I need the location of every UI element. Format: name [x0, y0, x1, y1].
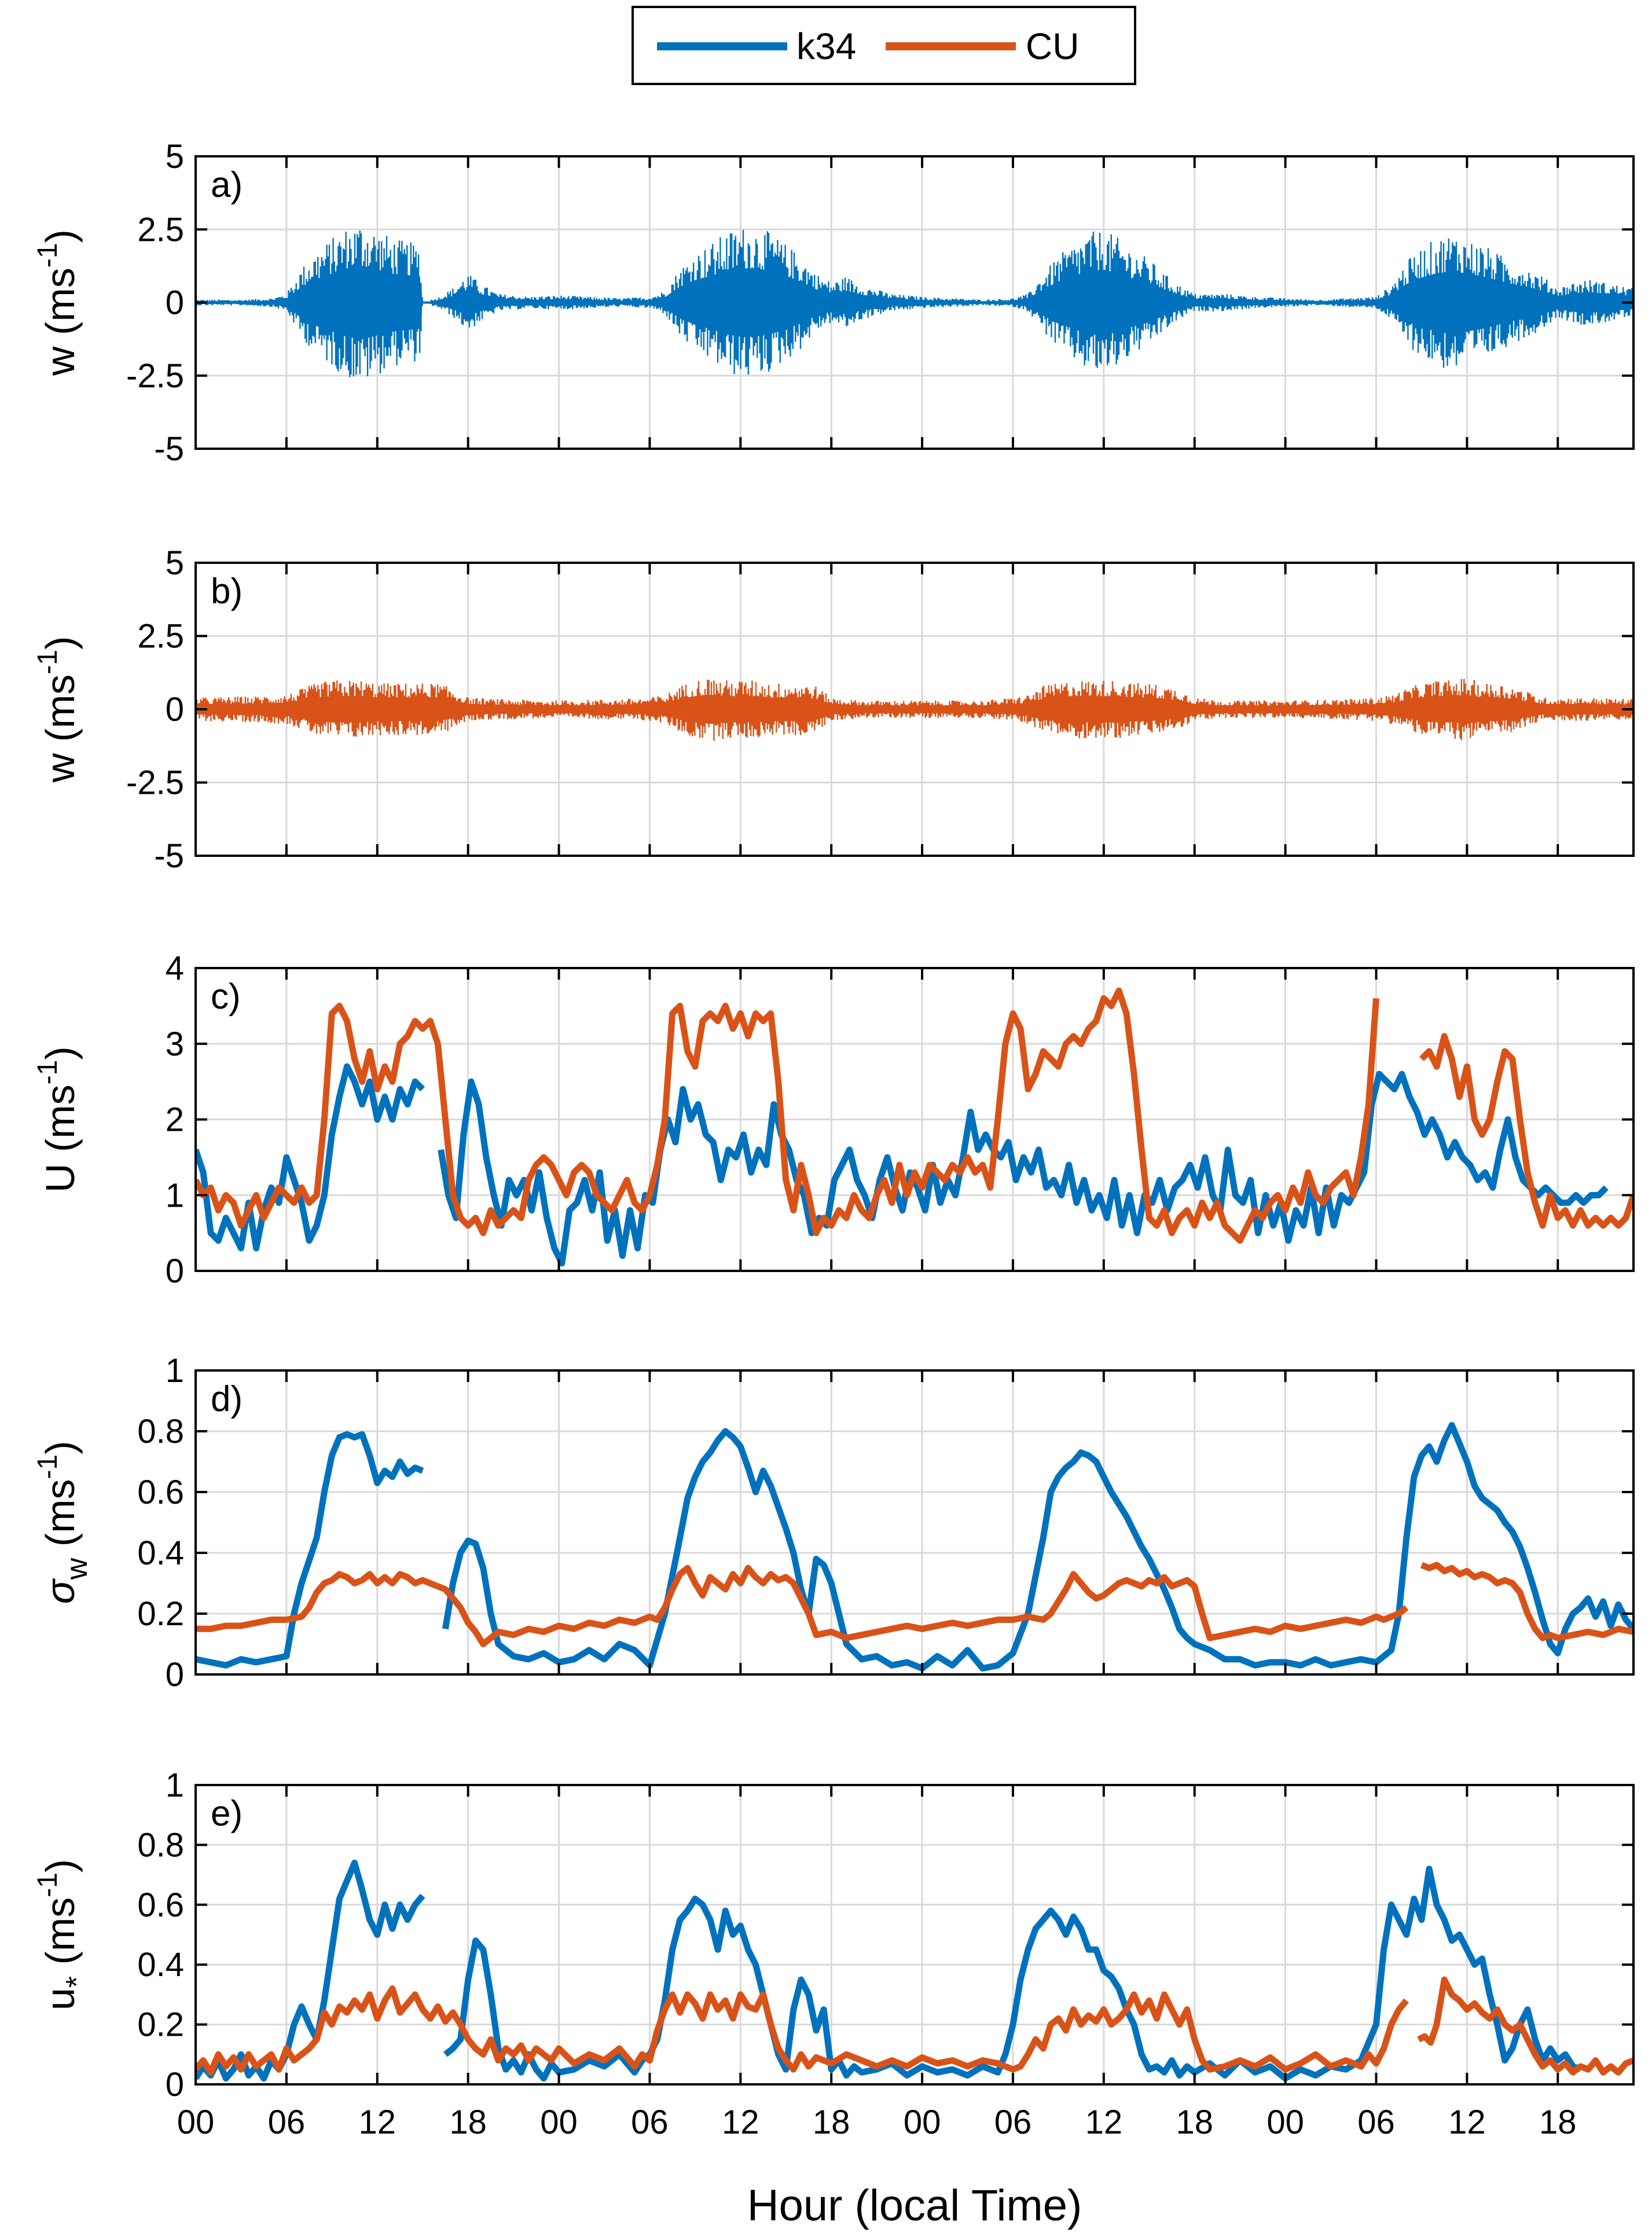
x-tick-label: 12 — [1448, 2103, 1486, 2141]
y-tick-label: 0.2 — [137, 2006, 184, 2044]
axes-box — [194, 1369, 1635, 1676]
y-tick-label: -2.5 — [126, 764, 184, 802]
x-tick-label: 12 — [359, 2103, 397, 2141]
y-tick-label: 0.8 — [137, 1413, 184, 1450]
y-tick-label: 0.6 — [137, 1474, 184, 1511]
plot-area — [196, 1422, 1633, 1672]
x-tick-label: 06 — [631, 2103, 669, 2141]
series-k34-line — [196, 1063, 425, 1252]
y-tick-label: 0.8 — [137, 1826, 184, 1864]
y-tick-label: 5 — [166, 138, 184, 175]
x-tick-label: 06 — [994, 2103, 1032, 2141]
y-tick-label: 0.4 — [137, 1946, 184, 1984]
y-tick-label: -2.5 — [126, 357, 184, 395]
panel-e: 0 0.2 0.4 0.6 0.8 1 e) u* (ms-1) 00 06 12 18 00 06 12 1… — [32, 1766, 1635, 2141]
x-tick-label: 12 — [722, 2103, 759, 2141]
plot-area — [196, 1859, 1633, 2082]
y-tick-label: 2.5 — [137, 211, 184, 248]
panel-label: b) — [211, 571, 243, 611]
y-tick-label: 0.6 — [137, 1886, 184, 1924]
y-tick-label: 2.5 — [137, 618, 184, 655]
y-tick-label: -5 — [154, 837, 184, 875]
y-tick-label: 0 — [166, 691, 184, 728]
y-tick-label: 0.4 — [137, 1534, 184, 1572]
panel-b: -5 -2.5 0 2.5 5 b) w (ms-1) — [32, 544, 1635, 875]
panel-a: -5 -2.5 0 2.5 5 a) w (ms-1) — [32, 138, 1635, 468]
panel-label: d) — [211, 1379, 243, 1419]
series-cu-line — [1420, 1562, 1633, 1641]
x-tick-label: 18 — [813, 2103, 850, 2141]
x-axis-label: Hour (local Time) — [747, 2181, 1082, 2230]
x-tick-label: 00 — [540, 2103, 578, 2141]
y-tick-label: 1 — [166, 1177, 184, 1214]
legend-label-k34: k34 — [796, 25, 856, 67]
panel-label: a) — [211, 165, 243, 205]
y-axis-label: w (ms-1) — [32, 229, 83, 376]
y-tick-label: 0 — [166, 2066, 184, 2103]
series-cu-line — [196, 1564, 1409, 1647]
y-tick-label: 0.2 — [137, 1595, 184, 1633]
x-tick-label: 00 — [1266, 2103, 1304, 2141]
panel-d: 0 0.2 0.4 0.6 0.8 1 d) σw (ms-1) — [32, 1352, 1635, 1694]
panel-label: e) — [211, 1794, 243, 1834]
y-tick-label: 0 — [166, 284, 184, 322]
y-axis-label: w (ms-1) — [32, 636, 83, 783]
y-axis-label: σw (ms-1) — [32, 1441, 94, 1604]
series-cu-line — [1419, 1033, 1633, 1229]
series-k34-line — [442, 1422, 1633, 1672]
series-cu-line — [196, 987, 1379, 1244]
x-tick-label: 06 — [1357, 2103, 1395, 2141]
plot-area — [196, 987, 1633, 1267]
y-tick-label: 3 — [166, 1025, 184, 1063]
axes-box — [194, 1784, 1635, 2086]
y-tick-label: 1 — [166, 1766, 184, 1804]
y-tick-label: 0 — [166, 1656, 184, 1694]
y-tick-label: 0 — [166, 1252, 184, 1290]
series-k34-line — [196, 1431, 424, 1669]
panel-label: c) — [211, 977, 241, 1017]
x-tick-label: 18 — [1176, 2103, 1213, 2141]
x-tick-label: 18 — [1539, 2103, 1577, 2141]
series-k34-line — [196, 1859, 425, 2082]
y-tick-label: -5 — [154, 430, 184, 468]
plot-area — [196, 679, 1633, 741]
y-tick-label: 4 — [166, 950, 184, 987]
series-cu-line — [1417, 1976, 1633, 2076]
y-axis-label: u* (ms-1) — [32, 1859, 94, 2010]
x-tick-label: 00 — [177, 2103, 215, 2141]
series-cu-line — [196, 1985, 1409, 2076]
y-tick-label: 1 — [166, 1352, 184, 1390]
y-tick-label: 5 — [166, 544, 184, 582]
legend-label-cu: CU — [1026, 25, 1079, 67]
plot-area — [196, 230, 1633, 378]
panel-c: 0 1 2 3 4 c) U (ms-1) — [32, 950, 1635, 1290]
series-k34-line — [438, 1071, 1609, 1267]
y-tick-label: 2 — [166, 1101, 184, 1139]
x-tick-label: 12 — [1085, 2103, 1123, 2141]
legend: k34 CU — [632, 6, 1136, 85]
y-axis-label: U (ms-1) — [32, 1046, 83, 1193]
x-tick-label: 06 — [268, 2103, 306, 2141]
x-tick-label: 00 — [904, 2103, 941, 2141]
x-tick-label: 18 — [449, 2103, 487, 2141]
